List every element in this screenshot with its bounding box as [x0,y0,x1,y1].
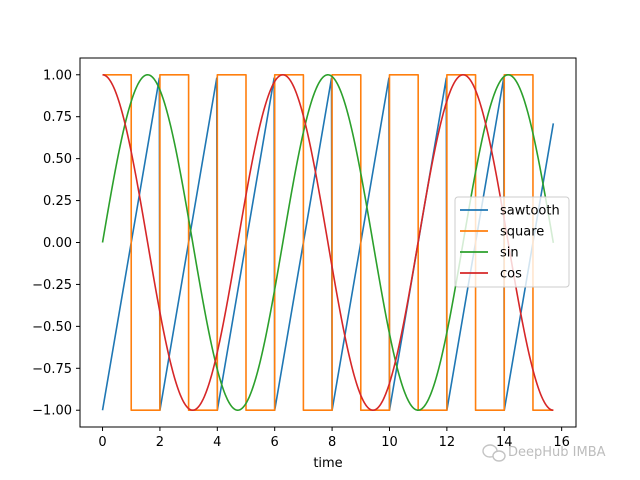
x-tick-label: 6 [271,435,279,450]
x-tick-label: 12 [439,435,456,450]
x-tick-label: 16 [553,435,570,450]
y-tick-label: 0.00 [43,236,72,251]
y-tick-label: 0.25 [43,194,72,209]
series-line-sin [101,73,555,412]
x-axis-title: time [313,456,342,471]
y-tick-label: −1.00 [32,404,72,419]
watermark-label: DeepHub IMBA [508,445,606,460]
legend-label-sawtooth: sawtooth [500,204,560,219]
legend: sawtooth square sin cos [454,196,570,288]
series-line-square [102,73,554,412]
x-tick-label: 14 [496,435,513,450]
wechat-icon [482,444,506,462]
legend-label-square: square [500,225,544,240]
x-axis: 0 2 4 6 8 10 12 14 16 [98,427,570,450]
y-tick-label: −0.25 [32,278,72,293]
y-tick-label: −0.75 [32,362,72,377]
legend-label-cos: cos [500,267,522,282]
x-tick-label: 4 [213,435,221,450]
legend-label-sin: sin [500,246,519,261]
y-tick-label: −0.50 [32,320,72,335]
y-tick-label: 0.50 [43,152,72,167]
watermark: DeepHub IMBA [482,444,606,462]
legend-frame [454,196,570,288]
x-tick-label: 8 [328,435,336,450]
x-tick-label: 2 [156,435,164,450]
y-axis: −1.00 −0.75 −0.50 −0.25 0.00 0.25 0.50 0.75 1.00 [32,68,80,419]
series-layer [101,73,555,412]
y-tick-label: 1.00 [43,68,72,83]
series-line-cos [102,73,554,412]
y-tick-label: 0.75 [43,110,72,125]
x-tick-label: 10 [381,435,398,450]
x-tick-label: 0 [98,435,106,450]
